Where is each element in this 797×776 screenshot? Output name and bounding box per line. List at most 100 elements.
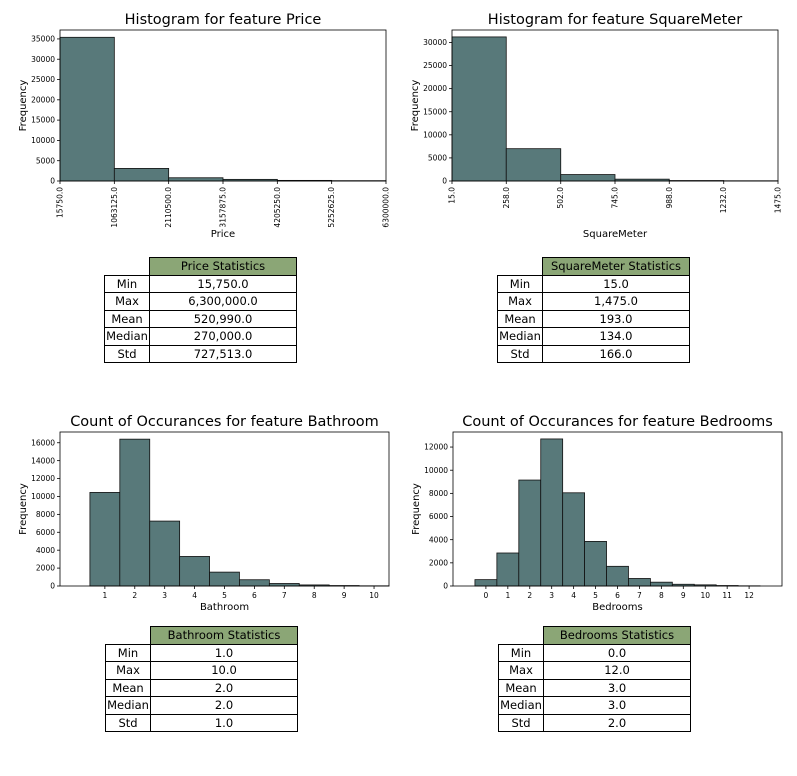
table-row: Median 270,000.0 — [104, 327, 297, 346]
table-row: Min 0.0 — [498, 643, 691, 662]
y-axis-label: Frequency — [18, 80, 29, 132]
y-tick-label: 16000 — [31, 438, 55, 447]
count-bar — [474, 579, 498, 587]
count-bar — [119, 438, 151, 587]
y-tick-label: 2000 — [36, 564, 55, 573]
squaremeter-histogram: Histogram for feature SquareMeter 0 5000 10… — [410, 12, 783, 240]
x-tick-label: 8 — [312, 591, 317, 600]
x-tick-label: 6300000.0 — [382, 187, 391, 228]
table-row: Median 3.0 — [498, 696, 691, 715]
table-row: Mean 520,990.0 — [104, 309, 297, 328]
y-tick-label: 25000 — [423, 61, 447, 70]
table-row: Min 15,750.0 — [104, 274, 297, 293]
chart-title: Histogram for feature SquareMeter — [488, 12, 742, 28]
x-tick-label: 7 — [637, 591, 642, 600]
table-row: Mean 3.0 — [498, 678, 691, 697]
x-tick-label: 502.0 — [556, 187, 565, 209]
y-tick-label: 14000 — [31, 456, 55, 465]
table-row: Max 1,475.0 — [497, 292, 690, 311]
x-tick-label: 2110500.0 — [164, 187, 173, 228]
table-header: Bedrooms Statistics — [543, 626, 691, 645]
histogram-bar — [168, 177, 224, 182]
y-tick-label: 10000 — [423, 130, 447, 139]
x-tick-label: 258.0 — [502, 187, 511, 209]
chart-title: Histogram for feature Price — [125, 12, 322, 28]
y-tick-label: 15000 — [423, 107, 447, 116]
histogram-bar — [505, 148, 562, 182]
y-axis-label: Frequency — [18, 483, 29, 535]
x-tick-label: 3 — [549, 591, 554, 600]
count-bar — [518, 479, 542, 587]
x-tick-label: 4 — [192, 591, 197, 600]
y-tick-label: 12000 — [31, 474, 55, 483]
table-header: Bathroom Statistics — [150, 626, 298, 645]
table-header: SquareMeter Statistics — [542, 257, 690, 276]
x-tick-label: 9 — [342, 591, 347, 600]
count-bar — [179, 556, 210, 587]
y-tick-label: 20000 — [31, 95, 55, 104]
x-tick-label: 0 — [484, 591, 489, 600]
y-tick-label: 6000 — [429, 512, 448, 521]
y-tick-label: 10000 — [31, 136, 55, 145]
y-tick-label: 10000 — [31, 492, 55, 501]
y-tick-label: 4000 — [429, 535, 448, 544]
x-tick-label: 6 — [615, 591, 620, 600]
x-axis-label: Bedrooms — [592, 602, 642, 613]
bedrooms-statistics-table: Bedrooms Statistics Min 0.0 Max 12.0 Mean 3… — [498, 626, 691, 732]
histogram-bar — [451, 36, 507, 182]
x-tick-label: 2 — [132, 591, 137, 600]
x-tick-label: 10 — [700, 591, 710, 600]
x-axis-label: Price — [211, 229, 235, 240]
y-tick-label: 8000 — [429, 489, 448, 498]
price-statistics-table: Price Statistics Min 15,750.0 Max 6,300,00… — [104, 257, 297, 363]
table-row: Min 1.0 — [105, 643, 298, 662]
x-tick-label: 15.0 — [448, 187, 457, 204]
table-row: Max 6,300,000.0 — [104, 292, 297, 311]
count-bar — [540, 438, 564, 587]
x-tick-label: 10 — [369, 591, 379, 600]
y-tick-label: 35000 — [31, 35, 55, 44]
x-tick-label: 8 — [659, 591, 664, 600]
y-tick-label: 0 — [50, 177, 55, 186]
x-tick-label: 3 — [162, 591, 167, 600]
x-tick-label: 12 — [744, 591, 754, 600]
count-bar — [149, 520, 181, 587]
y-tick-label: 20000 — [423, 84, 447, 93]
y-tick-label: 8000 — [36, 510, 55, 519]
x-tick-label: 6 — [252, 591, 257, 600]
histogram-bar — [560, 174, 616, 182]
count-bar — [239, 579, 270, 587]
table-row: Std 1.0 — [105, 713, 298, 732]
y-axis-label: Frequency — [410, 80, 421, 132]
y-tick-label: 25000 — [31, 75, 55, 84]
table-row: Mean 2.0 — [105, 678, 298, 697]
x-tick-label: 7 — [282, 591, 287, 600]
x-tick-label: 1 — [505, 591, 510, 600]
x-axis-label: SquareMeter — [583, 229, 648, 240]
y-axis-label: Frequency — [411, 483, 422, 535]
y-tick-label: 0 — [443, 582, 448, 591]
table-row: Median 134.0 — [497, 327, 690, 346]
x-tick-label: 1063125.0 — [110, 187, 119, 228]
x-tick-label: 988.0 — [665, 187, 674, 209]
y-tick-label: 5000 — [428, 154, 447, 163]
y-tick-label: 0 — [50, 582, 55, 591]
y-tick-label: 10000 — [424, 466, 448, 475]
count-bar — [496, 552, 520, 587]
count-bar — [89, 492, 121, 587]
x-tick-label: 3157875.0 — [219, 187, 228, 228]
x-tick-label: 5252625.0 — [327, 187, 336, 228]
x-tick-label: 745.0 — [611, 187, 620, 209]
x-tick-label: 4205250.0 — [273, 187, 282, 228]
y-tick-label: 4000 — [36, 546, 55, 555]
bedrooms-count-chart: Count of Occurances for feature Bedrooms… — [411, 414, 783, 613]
x-tick-label: 1475.0 — [774, 187, 783, 213]
bathroom-statistics-table: Bathroom Statistics Min 1.0 Max 10.0 Mean 2… — [105, 626, 298, 732]
price-histogram: Histogram for feature Price 0 5000 10000 150… — [18, 12, 391, 240]
count-bar — [628, 578, 651, 587]
y-tick-label: 30000 — [31, 55, 55, 64]
x-axis-label: Bathroom — [200, 602, 249, 613]
y-tick-label: 15000 — [31, 116, 55, 125]
table-row: Max 12.0 — [498, 661, 691, 680]
bathroom-count-chart: Count of Occurances for feature Bathroom… — [18, 414, 390, 613]
